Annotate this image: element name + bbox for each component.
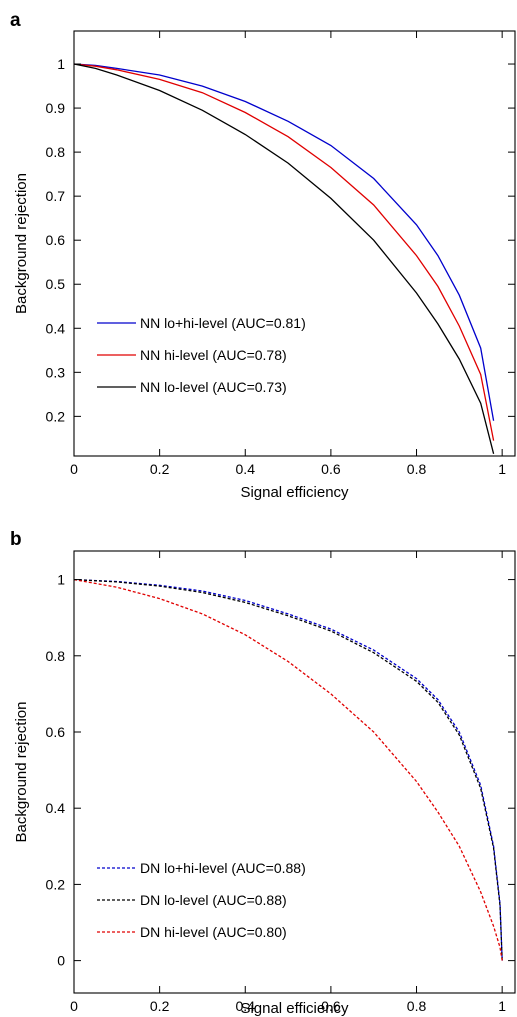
legend-label-1: NN hi-level (AUC=0.78) [140,347,287,363]
legend-label-2: DN hi-level (AUC=0.80) [140,924,287,940]
x-axis-label: Signal efficiency [240,1000,349,1017]
panel-label: b [10,529,22,550]
series-line-1 [73,578,503,961]
x-tick-label: 1 [498,461,506,477]
y-tick-label: 1 [57,572,65,588]
y-tick-label: 0.5 [46,276,66,292]
legend: NN lo+hi-level (AUC=0.81) NN hi-level (AU… [97,315,306,395]
x-tick-label: 0.8 [407,461,427,477]
x-tick-label: 1 [498,998,506,1014]
legend-label-0: DN lo+hi-level (AUC=0.88) [140,860,306,876]
x-tick-label: 0.2 [150,998,170,1014]
series-line-0 [73,63,495,421]
x-tick-label: 0.4 [236,998,256,1014]
legend: DN lo+hi-level (AUC=0.88) DN lo-level (AU… [97,860,306,940]
series-line-2 [73,63,495,454]
x-tick-label: 0.6 [321,998,341,1014]
chart-panel-a: a 0 0.2 0.4 0.6 0.8 1 0.2 0.3 0.4 0.5 0.6 0.7 0.8 0.9 1… [10,10,516,501]
y-tick-label: 0.9 [46,100,66,116]
x-tick-label: 0 [70,998,78,1014]
y-tick-label: 0.4 [46,800,66,816]
x-tick-label: 0.6 [321,461,341,477]
y-tick-label: 0.4 [46,320,66,336]
y-tick-label: 0.8 [46,144,66,160]
y-tick-label: 0.3 [46,364,66,380]
chart-panel-b: b 0 0.2 0.4 0.6 0.8 1 0 0.2 0.4 0.6 0.8 1 Signal effi… [10,529,516,1017]
y-tick-label: 0.2 [46,876,66,892]
y-tick-label: 0.2 [46,408,66,424]
x-tick-label: 0.8 [407,998,427,1014]
series-line-1 [73,63,495,441]
x-tick-label: 0.4 [236,461,256,477]
y-tick-label: 0 [57,953,65,969]
plot-frame [73,550,516,994]
y-tick-label: 0.6 [46,724,66,740]
panel-label: a [10,10,21,31]
y-tick-label: 0.6 [46,232,66,248]
y-tick-label: 0.8 [46,648,66,664]
legend-label-1: DN lo-level (AUC=0.88) [140,892,287,908]
y-axis-label: Background rejection [13,173,30,314]
series-line-2 [73,578,503,961]
series-line-0 [73,578,503,961]
plot-frame [73,30,516,457]
legend-label-2: NN lo-level (AUC=0.73) [140,379,287,395]
y-axis-label: Background rejection [13,702,30,843]
x-tick-label: 0.2 [150,461,170,477]
y-tick-label: 1 [57,56,65,72]
y-tick-label: 0.7 [46,188,66,204]
legend-label-0: NN lo+hi-level (AUC=0.81) [140,315,306,331]
x-axis-label: Signal efficiency [240,484,349,501]
x-tick-label: 0 [70,461,78,477]
